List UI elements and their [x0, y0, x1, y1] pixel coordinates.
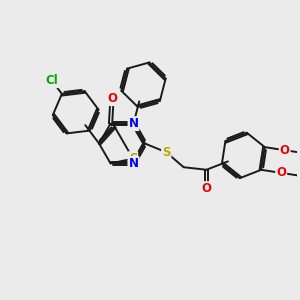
Text: N: N [128, 117, 139, 130]
Text: O: O [202, 182, 212, 195]
Text: S: S [162, 146, 170, 159]
Text: S: S [129, 152, 137, 165]
Text: O: O [107, 92, 117, 105]
Text: O: O [276, 167, 286, 179]
Text: N: N [128, 157, 139, 170]
Text: O: O [280, 144, 290, 157]
Text: Cl: Cl [46, 74, 58, 87]
